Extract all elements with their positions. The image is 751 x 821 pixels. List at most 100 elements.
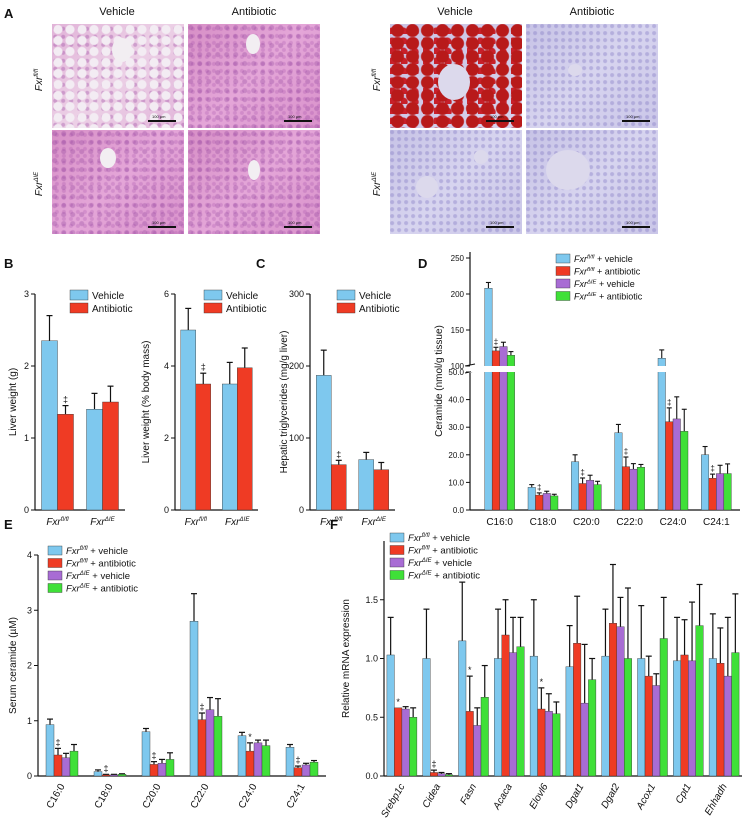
- legend-swatch: [555, 291, 571, 301]
- axis-break-gap: [471, 366, 741, 372]
- bar: [550, 495, 559, 511]
- bar: [494, 658, 502, 777]
- bar: [437, 773, 446, 777]
- bar: [285, 747, 295, 777]
- bar: [614, 432, 623, 511]
- bar: [680, 654, 689, 777]
- bar: [708, 478, 717, 511]
- x-tick-label: Cidea: [421, 782, 444, 811]
- bar: [409, 717, 418, 777]
- y-tick-label: 100: [289, 433, 304, 443]
- legend-swatch: [203, 302, 223, 314]
- bar: [253, 742, 263, 777]
- bar: [695, 625, 704, 777]
- legend-label: Antibiotic: [359, 304, 400, 315]
- panel-label-c: C: [256, 256, 266, 271]
- x-tick-label: C22:0: [189, 782, 212, 811]
- bar: [716, 473, 725, 511]
- legend-swatch: [69, 289, 89, 301]
- chart-C: 0 100 200 300 Hepatic triglycerides (mg/g li…: [279, 289, 400, 528]
- y-axis-label: Liver weight (% body mass): [141, 341, 152, 464]
- x-tick-label: Ehhadh: [703, 782, 730, 818]
- significance-mark: ‡: [667, 398, 671, 407]
- legend-label: FxrΔIE + vehicle: [408, 557, 472, 569]
- legend-label: FxrΔIE + vehicle: [66, 570, 130, 582]
- x-tick-label: C24:1: [703, 517, 730, 528]
- y-tick-label: 3: [24, 289, 29, 299]
- legend-swatch: [336, 302, 356, 314]
- bar: [386, 654, 395, 777]
- he-ko-vehicle-image: 100 µm: [52, 130, 184, 234]
- y-axis-label: Ceramide (nmol/g tissue): [434, 325, 445, 437]
- svg-text:FxrΔIE: FxrΔIE: [372, 171, 383, 196]
- row-label-flox-he: Fxrfl/fl: [34, 68, 45, 91]
- bar: [205, 709, 215, 777]
- bar: [222, 383, 238, 511]
- bar: [465, 711, 474, 777]
- svg-text:Fxrfl/fl: Fxrfl/fl: [34, 68, 45, 91]
- y-tick-label: 10.0: [448, 478, 464, 487]
- y-tick-label: 4: [27, 550, 32, 560]
- y-tick-label: 6: [164, 289, 169, 299]
- legend-swatch: [47, 570, 63, 581]
- x-tick-label: FxrΔIE: [90, 516, 115, 528]
- bar: [701, 454, 710, 511]
- x-tick-label: C22:0: [616, 517, 643, 528]
- significance-mark: ‡: [151, 751, 156, 761]
- significance-mark: ‡: [431, 759, 436, 769]
- chart-B2: 0 2 4 6 Liver weight (% body mass) Fxrfl/fl Fx…: [141, 289, 267, 528]
- bar: [586, 479, 595, 511]
- significance-mark: *: [468, 665, 472, 675]
- bar: [588, 679, 597, 777]
- legend-label: Fxrfl/fl + antibiotic: [66, 558, 136, 570]
- bar: [659, 638, 668, 777]
- row-label-ko-he: FxrΔIE: [34, 171, 45, 196]
- bar: [61, 757, 71, 777]
- bar: [93, 771, 103, 777]
- panel-label-e: E: [4, 517, 13, 532]
- legend-swatch: [47, 545, 63, 556]
- y-tick-label: 200: [289, 361, 304, 371]
- bar: [527, 487, 536, 511]
- bar: [516, 646, 525, 777]
- bar: [331, 464, 347, 511]
- y-tick-label: 0.0: [453, 506, 465, 515]
- bar: [665, 421, 674, 511]
- bar: [117, 774, 127, 777]
- y-tick-label: 100: [451, 362, 465, 371]
- legend-swatch: [47, 583, 63, 593]
- y-tick-label: 0: [27, 771, 32, 781]
- y-axis-label: Relative mRNA expression: [341, 599, 352, 718]
- x-tick-label: C24:0: [660, 517, 687, 528]
- x-tick-label: Dgat2: [599, 782, 622, 811]
- bar: [501, 634, 510, 777]
- x-tick-label: C18:0: [530, 517, 557, 528]
- bar: [716, 663, 725, 777]
- bar: [101, 774, 111, 777]
- bar: [41, 340, 58, 511]
- scale-bar-label: 100 µm: [490, 114, 504, 119]
- legend-label: Vehicle: [92, 291, 125, 302]
- bar: [373, 469, 389, 511]
- bar: [573, 643, 582, 777]
- bar: [401, 708, 410, 777]
- bar: [652, 685, 661, 777]
- bar: [537, 708, 546, 777]
- bar: [53, 754, 63, 777]
- bar: [149, 764, 159, 777]
- bar: [601, 655, 610, 777]
- y-tick-label: 0.5: [365, 712, 378, 722]
- x-tick-label: C20:0: [573, 517, 600, 528]
- legend-label: FxrΔIE + antibiotic: [66, 583, 138, 595]
- legend-label: FxrΔIE + antibiotic: [408, 570, 480, 582]
- legend-label: Vehicle: [359, 291, 392, 302]
- y-tick-label: 20.0: [448, 451, 464, 460]
- significance-mark: ‡: [199, 702, 204, 712]
- legend-swatch: [69, 302, 89, 314]
- bar: [571, 461, 580, 511]
- y-tick-label: 0: [164, 505, 169, 515]
- bar: [480, 697, 489, 777]
- y-tick-label: 0.0: [365, 771, 378, 781]
- bar: [491, 350, 500, 511]
- row-label-ko-oro: FxrΔIE: [372, 171, 383, 196]
